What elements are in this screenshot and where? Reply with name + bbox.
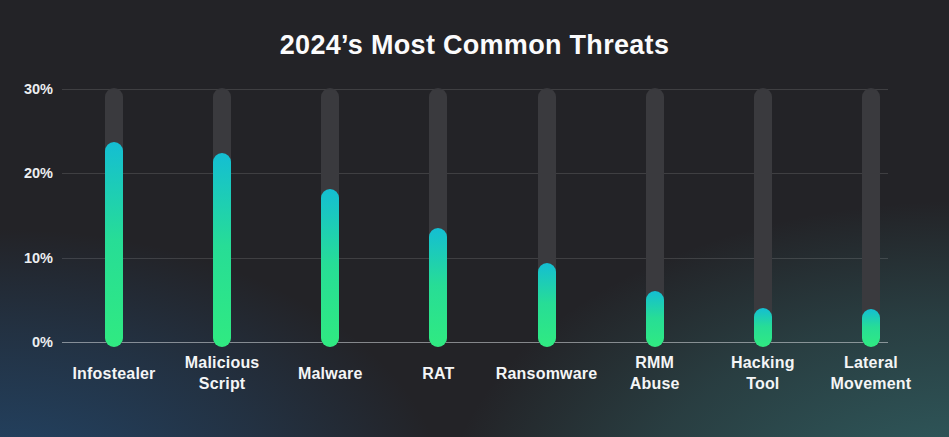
bar-malicious-script	[213, 153, 231, 347]
bar-ransomware	[538, 263, 556, 347]
bar-lateral-movement	[862, 309, 880, 347]
y-tick-0: 0%	[32, 334, 53, 350]
bar-hacking-tool	[754, 308, 772, 347]
chart-title: 2024’s Most Common Threats	[0, 30, 949, 61]
bar-rmm-abuse	[646, 291, 664, 347]
bar-infostealer	[105, 142, 123, 347]
x-label-lateral-movement: Lateral Movement	[801, 351, 941, 397]
y-tick-10: 10%	[24, 249, 53, 265]
bar-rat	[429, 228, 447, 347]
threat-chart: 2024’s Most Common Threats 30%20%10%0%In…	[0, 0, 949, 437]
plot-area: 30%20%10%0%InfostealerMalicious ScriptMa…	[62, 89, 888, 342]
bar-malware	[321, 189, 339, 347]
y-tick-30: 30%	[24, 81, 53, 97]
y-tick-20: 20%	[24, 165, 53, 181]
